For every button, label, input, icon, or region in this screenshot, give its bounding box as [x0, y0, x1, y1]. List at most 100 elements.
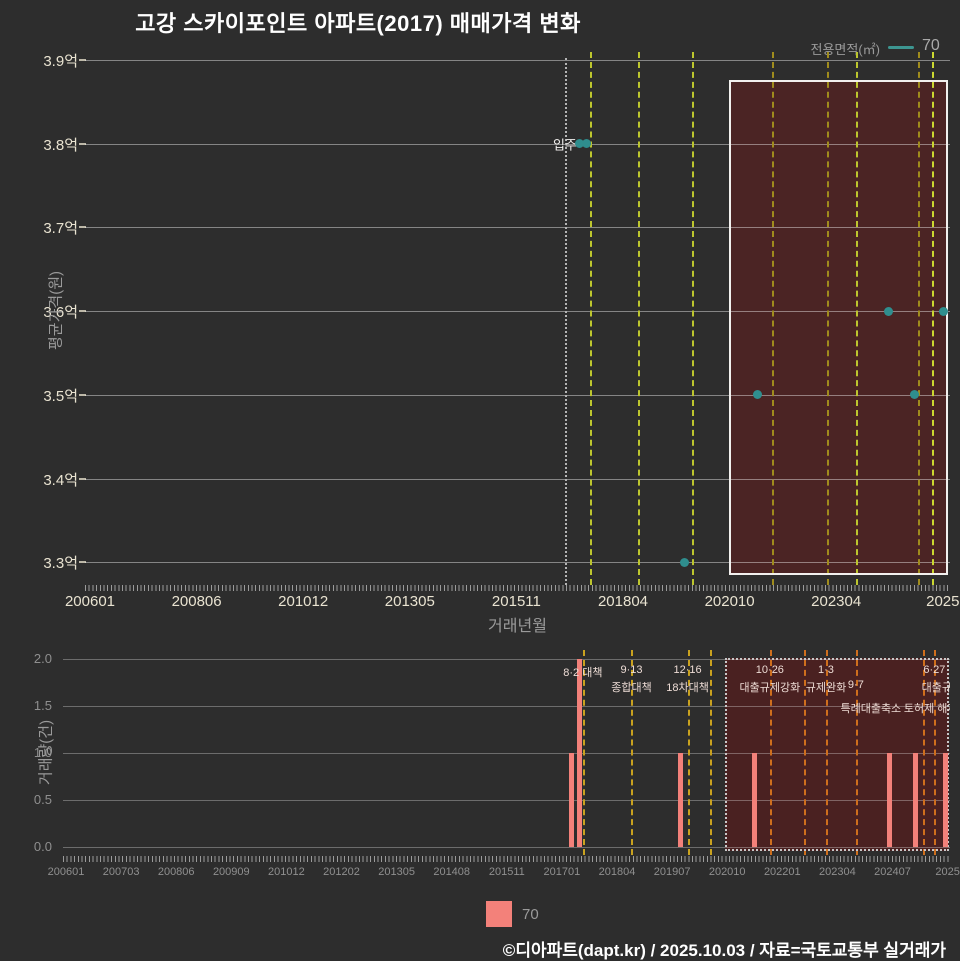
policy-line	[826, 52, 829, 585]
volume-y-axis-title: 거래량(건)	[37, 719, 55, 786]
price-y-tick-mark	[79, 477, 86, 480]
policy-annotation: 대출규제강화	[739, 682, 801, 694]
volume-policy-line	[631, 650, 634, 855]
price-y-axis-title: 평균가격(원)	[47, 271, 65, 350]
volume-y-tick-label: 1.5	[33, 698, 52, 713]
price-x-tick-label: 200601	[64, 593, 116, 610]
series-legend: 70	[486, 901, 606, 929]
policy-annotation: 1·3	[818, 664, 834, 676]
volume-gridline	[63, 659, 950, 660]
volume-x-tick-label: 202010	[708, 866, 746, 878]
price-y-tick-label: 3.3억	[43, 555, 78, 573]
move-in-line	[564, 58, 567, 585]
price-x-tick-label: 201511	[491, 593, 541, 610]
policy-line	[917, 52, 920, 585]
price-y-tick-label: 3.7억	[43, 220, 78, 238]
policy-line	[637, 52, 640, 585]
volume-y-tick-label: 0.5	[33, 792, 52, 807]
volume-bar	[752, 753, 758, 847]
volume-bar	[569, 753, 575, 847]
volume-bar	[943, 753, 949, 847]
volume-gridline	[63, 847, 950, 848]
volume-x-tick-label: 202201	[763, 866, 801, 878]
policy-annotation: 9·13	[620, 664, 643, 676]
volume-gridline	[63, 753, 950, 754]
policy-line	[590, 52, 593, 585]
price-gridline	[85, 60, 950, 61]
price-gridline	[85, 562, 950, 564]
volume-chart-plot: 8·2 대책 9·13 종합대책 12·16 18차대책 10·26 대출규제강화 1·3 규제…	[63, 650, 950, 855]
policy-annotation: 12·16	[673, 664, 702, 676]
volume-x-tick-label: 200601	[47, 866, 85, 878]
policy-line	[932, 52, 935, 585]
volume-x-axis: 200601 200703 200806 200909 201012 201202 2013…	[48, 866, 960, 882]
policy-annotation: 특례대출축소	[840, 703, 902, 715]
data-point	[938, 306, 948, 316]
policy-annotation: 대출규제	[921, 682, 950, 694]
volume-policy-line	[710, 650, 713, 855]
volume-bar	[887, 753, 893, 847]
volume-x-axis-ticks	[63, 856, 950, 862]
area-legend-value: 70	[922, 37, 940, 54]
price-x-tick-label: 201305	[384, 593, 435, 610]
policy-annotation: 규제완화	[805, 682, 847, 694]
price-gridline	[85, 227, 950, 229]
volume-policy-line	[687, 650, 690, 855]
volume-bar	[677, 753, 683, 847]
volume-x-tick-label: 201907	[653, 866, 691, 878]
data-point	[574, 139, 584, 149]
price-y-tick-label: 3.8억	[43, 136, 78, 154]
policy-line	[855, 52, 858, 585]
data-point	[680, 557, 690, 567]
volume-policy-line	[934, 650, 937, 855]
price-y-tick-mark	[79, 59, 86, 61]
volume-x-tick-label: 202407	[874, 866, 911, 878]
policy-annotation: 6·27	[923, 664, 946, 676]
series-legend-value: 70	[522, 906, 539, 923]
volume-x-tick-label: 201804	[598, 866, 636, 878]
price-x-tick-label: 200806	[171, 593, 222, 610]
volume-x-tick-label: 201202	[323, 866, 360, 878]
price-x-axis: 200601 200806 201012 201305 201511 201804 2020…	[65, 593, 960, 613]
volume-y-axis: 2.0 1.5 1.0 0.5 0.0	[0, 640, 63, 860]
legend-swatch-icon	[486, 901, 512, 927]
price-gridline	[85, 478, 950, 480]
volume-x-tick-label: 201305	[378, 866, 415, 878]
price-chart-plot: 입주	[85, 52, 950, 585]
policy-annotation: 토허제 해제	[903, 703, 950, 715]
volume-x-tick-label: 201408	[433, 866, 471, 878]
price-gridline	[85, 394, 950, 396]
price-y-axis: 3.9억 3.8억 3.7억 3.6억 3.5억 3.4억 3.3억	[0, 0, 86, 600]
policy-annotation: 10·26	[755, 664, 784, 676]
page-title: 고강 스카이포인트 아파트(2017) 매매가격 변화	[135, 11, 581, 36]
volume-policy-line	[825, 650, 828, 855]
footer-credit: ©디아파트(dapt.kr) / 2025.10.03 / 자료=국토교통부 실…	[502, 941, 946, 960]
price-y-tick-mark	[79, 310, 86, 313]
volume-policy-line	[803, 650, 806, 855]
volume-policy-line	[582, 650, 585, 855]
price-y-tick-mark	[79, 393, 86, 396]
volume-x-tick-label: 200806	[157, 866, 195, 878]
price-y-tick-mark	[79, 142, 86, 145]
volume-policy-line	[855, 650, 858, 855]
volume-x-tick-label: 202304	[819, 866, 856, 878]
policy-line	[692, 52, 695, 585]
volume-x-tick-label: 201701	[543, 866, 581, 878]
policy-annotation: 8·2 대책	[563, 667, 603, 679]
price-y-tick-mark	[79, 226, 86, 229]
volume-x-tick-label: 200909	[212, 866, 250, 878]
price-x-axis-title: 거래년월	[488, 618, 547, 635]
volume-x-tick-label: 201511	[488, 866, 525, 878]
volume-policy-line	[769, 650, 772, 855]
volume-x-tick-label: 201012	[268, 866, 305, 878]
price-y-tick-label: 3.6억	[43, 304, 78, 322]
volume-gridline	[63, 706, 950, 707]
highlight-region	[728, 80, 948, 575]
price-x-tick-label: 2025	[926, 593, 960, 610]
price-x-tick-label: 202010	[704, 593, 755, 610]
policy-line	[772, 52, 775, 585]
volume-y-tick-label: 2.0	[33, 651, 52, 666]
move-in-label: 입주	[552, 137, 577, 153]
policy-annotation: 18차대책	[666, 682, 709, 694]
policy-annotation: 종합대책	[611, 682, 652, 694]
